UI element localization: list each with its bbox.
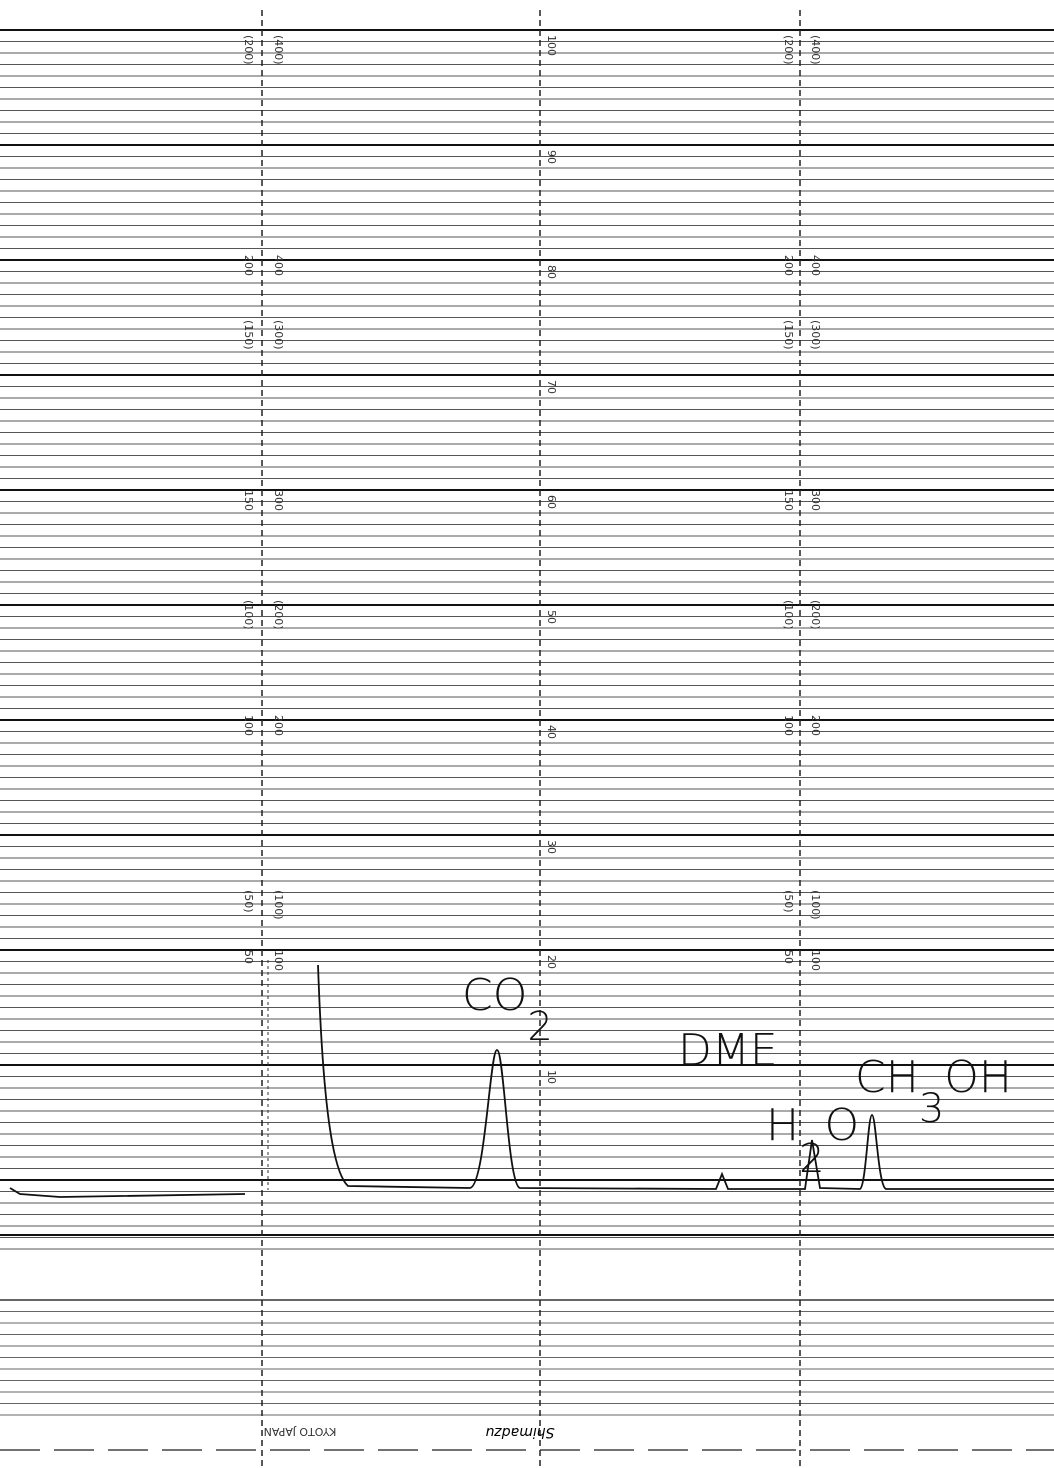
scale-label: 100: [272, 950, 285, 971]
scale-label: 200: [242, 255, 255, 276]
scale-label: (400): [272, 35, 285, 65]
scale-label: 40: [545, 725, 558, 739]
scale-label: 150: [782, 490, 795, 511]
scale-label: 100: [782, 715, 795, 736]
scale-label: (50): [782, 890, 795, 913]
peak-label-part: O: [825, 1100, 860, 1151]
peak-label-part: CO: [462, 970, 527, 1021]
peak-label: H2O: [766, 1100, 859, 1182]
scale-label: (300): [809, 320, 822, 350]
brand-label: Shimadzu: [485, 1424, 554, 1440]
scale-label: (200): [242, 35, 255, 65]
scale-label: 80: [545, 265, 558, 279]
scale-label: 400: [272, 255, 285, 276]
scale-label: (100): [809, 890, 822, 920]
peak-label-part: 3: [919, 1086, 944, 1132]
scale-label: 20: [545, 955, 558, 969]
scale-label: (300): [272, 320, 285, 350]
scale-label: 100: [545, 35, 558, 56]
scale-label: (100): [782, 600, 795, 630]
peak-label-part: DME: [678, 1025, 778, 1076]
chromatogram-trace: [9, 964, 1054, 1198]
peak-label: CO2: [462, 970, 553, 1050]
scale-label: 100: [809, 950, 822, 971]
scale-label: 200: [782, 255, 795, 276]
peak-label: DME: [678, 1025, 778, 1076]
scale-label: 70: [545, 380, 558, 394]
scale-label: 100: [242, 715, 255, 736]
scale-label: 50: [545, 610, 558, 624]
scale-label: 150: [242, 490, 255, 511]
scale-label: (50): [242, 890, 255, 913]
scale-label: (100): [242, 600, 255, 630]
maker-label: KYOTO JAPAN: [264, 1425, 337, 1438]
scale-label: (200): [782, 35, 795, 65]
scale-label: (150): [242, 320, 255, 350]
scale-label: 10: [545, 1070, 558, 1084]
scale-label: (150): [782, 320, 795, 350]
scale-label: 60: [545, 495, 558, 509]
scale-label: 90: [545, 150, 558, 164]
scale-label: 30: [545, 840, 558, 854]
scale-label: 300: [809, 490, 822, 511]
scale-label: (400): [809, 35, 822, 65]
scale-label: 200: [272, 715, 285, 736]
scale-label: 200: [809, 715, 822, 736]
scale-label: 400: [809, 255, 822, 276]
scale-label: 50: [242, 950, 255, 964]
peak-label: CH3OH: [855, 1052, 1012, 1132]
peak-label-part: CH: [855, 1052, 919, 1103]
scale-label: 50: [782, 950, 795, 964]
scale-label: (200): [272, 600, 285, 630]
scale-label: (200): [809, 600, 822, 630]
scale-label: 300: [272, 490, 285, 511]
peak-label-part: OH: [944, 1052, 1012, 1103]
peak-label-part: 2: [799, 1136, 824, 1182]
peak-label-part: 2: [527, 1004, 552, 1050]
peak-label-part: H: [766, 1100, 799, 1151]
scale-label: (100): [272, 890, 285, 920]
